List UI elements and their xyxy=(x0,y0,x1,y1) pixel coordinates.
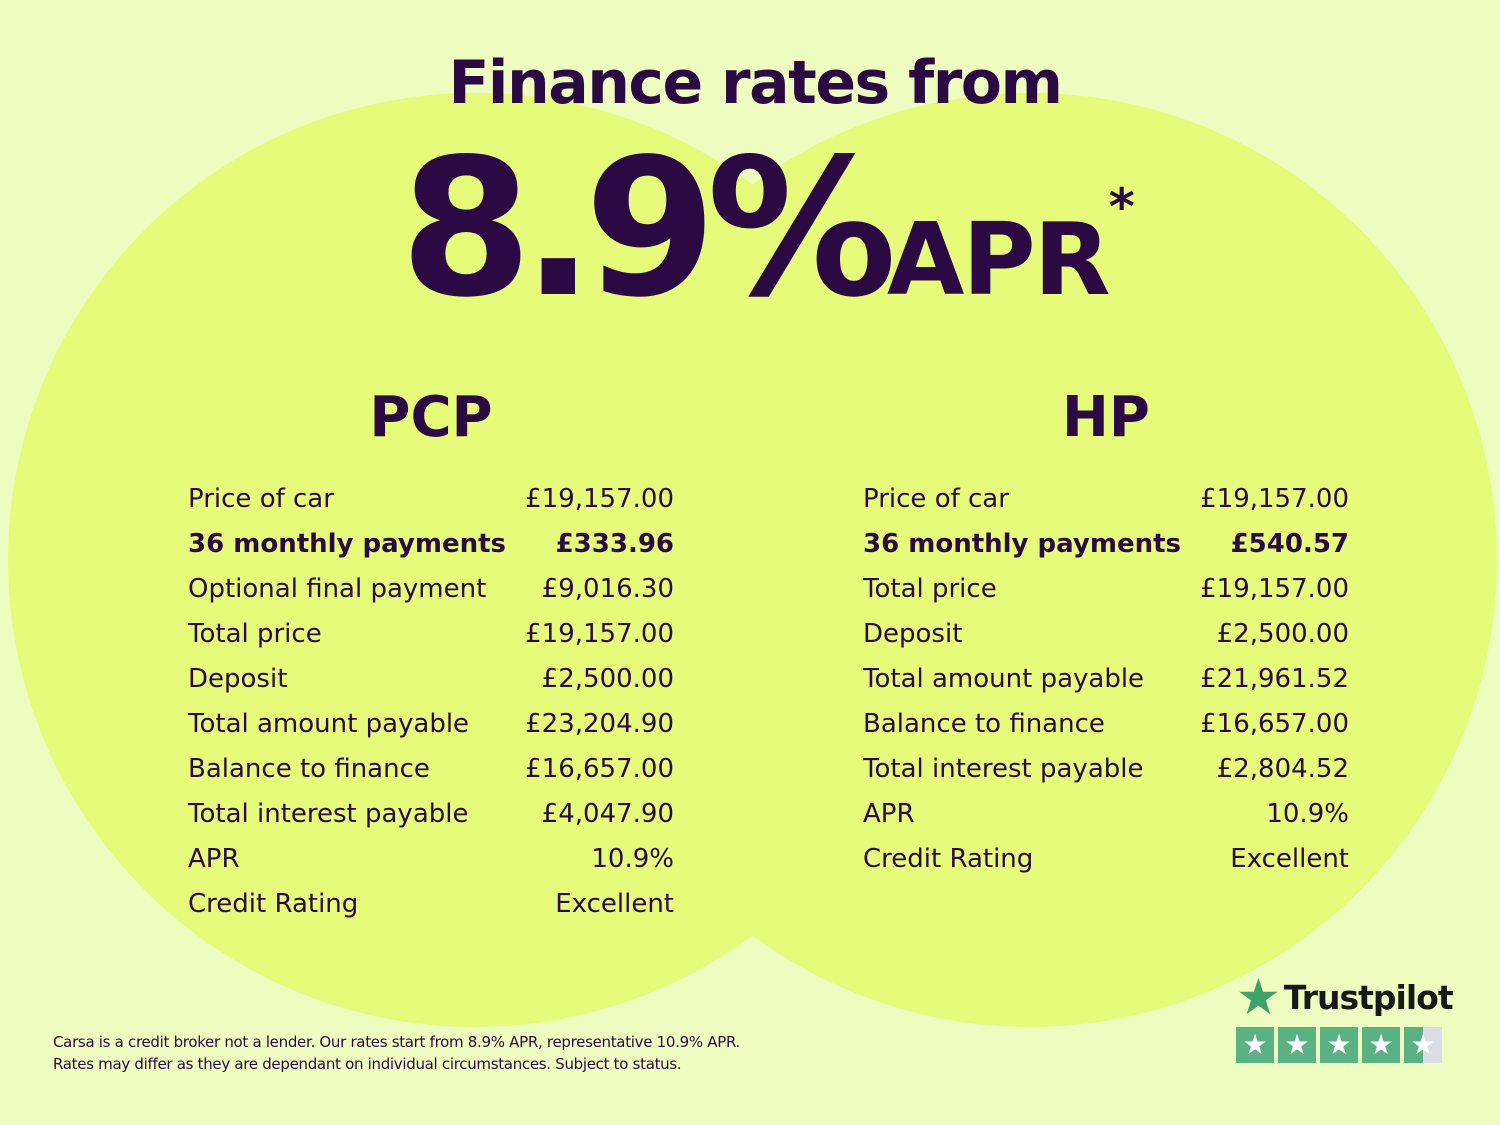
rate-value: 8.9% xyxy=(400,118,897,339)
row-value: £21,961.52 xyxy=(1200,664,1349,694)
row-label: Balance to finance xyxy=(188,754,430,784)
hp-row: Balance to finance £16,657.00 xyxy=(863,702,1349,747)
hp-row: Price of car £19,157.00 xyxy=(863,477,1349,522)
hp-row: Deposit £2,500.00 xyxy=(863,612,1349,657)
hp-row: APR 10.9% xyxy=(863,792,1349,837)
row-label: Price of car xyxy=(188,484,334,514)
pcp-row: Total amount payable £23,204.90 xyxy=(188,702,674,747)
pcp-row: 36 monthly payments £333.96 xyxy=(188,522,674,567)
background-circle-right xyxy=(563,93,1497,1027)
hp-row: Total price £19,157.00 xyxy=(863,567,1349,612)
footnote-line-1: Carsa is a credit broker not a lender. O… xyxy=(53,1033,740,1051)
hp-row: Credit Rating Excellent xyxy=(863,837,1349,882)
pcp-column: PCP Price of car £19,157.00 36 monthly pay… xyxy=(188,385,674,927)
footnote-line-2: Rates may differ as they are dependant o… xyxy=(53,1055,682,1073)
footnote: Carsa is a credit broker not a lender. O… xyxy=(53,1031,740,1075)
row-value: £19,157.00 xyxy=(525,619,674,649)
hp-heading: HP xyxy=(1062,385,1150,450)
rating-star-icon: ★ xyxy=(1404,1027,1442,1063)
rate-suffix: APR xyxy=(886,201,1111,318)
hp-row: Total interest payable £2,804.52 xyxy=(863,747,1349,792)
row-label: Deposit xyxy=(188,664,288,694)
trustpilot-badge: ★ Trustpilot ★ ★ ★ ★ ★ xyxy=(1236,968,1454,1063)
row-label: Total interest payable xyxy=(863,754,1144,784)
row-label: Total interest payable xyxy=(188,799,469,829)
row-label: Price of car xyxy=(863,484,1009,514)
row-value: £9,016.30 xyxy=(541,574,674,604)
row-label: Credit Rating xyxy=(863,844,1034,874)
rating-star-icon: ★ xyxy=(1278,1027,1316,1063)
row-value: £2,500.00 xyxy=(1216,619,1349,649)
row-value: £16,657.00 xyxy=(1200,709,1349,739)
pcp-row: Total price £19,157.00 xyxy=(188,612,674,657)
row-label: Total price xyxy=(863,574,997,604)
row-label: Credit Rating xyxy=(188,889,359,919)
row-label: APR xyxy=(188,844,240,874)
trustpilot-logo: ★ Trustpilot xyxy=(1236,968,1454,1026)
hp-column: HP Price of car £19,157.00 36 monthly paym… xyxy=(863,385,1349,882)
row-label: Total price xyxy=(188,619,322,649)
star-icon: ★ xyxy=(1236,968,1281,1026)
rate-display: 8.9%APR* xyxy=(400,118,1135,339)
pcp-row: Optional final payment £9,016.30 xyxy=(188,567,674,612)
pcp-heading: PCP xyxy=(369,385,493,450)
trustpilot-name: Trustpilot xyxy=(1283,977,1454,1017)
rating-star-icon: ★ xyxy=(1320,1027,1358,1063)
pcp-row: Deposit £2,500.00 xyxy=(188,657,674,702)
pcp-row: Credit Rating Excellent xyxy=(188,882,674,927)
pcp-row: APR 10.9% xyxy=(188,837,674,882)
row-value: £2,500.00 xyxy=(541,664,674,694)
asterisk: * xyxy=(1108,178,1135,236)
row-value: Excellent xyxy=(555,889,674,919)
rating-star-icon: ★ xyxy=(1362,1027,1400,1063)
row-value: £19,157.00 xyxy=(1200,574,1349,604)
row-value: £4,047.90 xyxy=(541,799,674,829)
rating-star-icon: ★ xyxy=(1236,1027,1274,1063)
hp-row: 36 monthly payments £540.57 xyxy=(863,522,1349,567)
row-label: APR xyxy=(863,799,915,829)
row-value: £19,157.00 xyxy=(525,484,674,514)
row-value: £333.96 xyxy=(555,529,674,559)
row-label: 36 monthly payments xyxy=(863,529,1181,559)
row-value: 10.9% xyxy=(1266,799,1349,829)
pcp-row: Total interest payable £4,047.90 xyxy=(188,792,674,837)
row-value: £16,657.00 xyxy=(525,754,674,784)
row-label: 36 monthly payments xyxy=(188,529,506,559)
pcp-row: Price of car £19,157.00 xyxy=(188,477,674,522)
pcp-row: Balance to finance £16,657.00 xyxy=(188,747,674,792)
row-label: Optional final payment xyxy=(188,574,487,604)
row-value: 10.9% xyxy=(591,844,674,874)
row-value: £19,157.00 xyxy=(1200,484,1349,514)
row-value: £2,804.52 xyxy=(1216,754,1349,784)
hp-row: Total amount payable £21,961.52 xyxy=(863,657,1349,702)
row-label: Total amount payable xyxy=(863,664,1145,694)
row-value: £23,204.90 xyxy=(525,709,674,739)
row-label: Balance to finance xyxy=(863,709,1105,739)
headline: Finance rates from xyxy=(448,48,1063,118)
trustpilot-rating: ★ ★ ★ ★ ★ xyxy=(1236,1027,1446,1063)
row-label: Total amount payable xyxy=(188,709,470,739)
row-label: Deposit xyxy=(863,619,963,649)
row-value: Excellent xyxy=(1230,844,1349,874)
row-value: £540.57 xyxy=(1230,529,1349,559)
